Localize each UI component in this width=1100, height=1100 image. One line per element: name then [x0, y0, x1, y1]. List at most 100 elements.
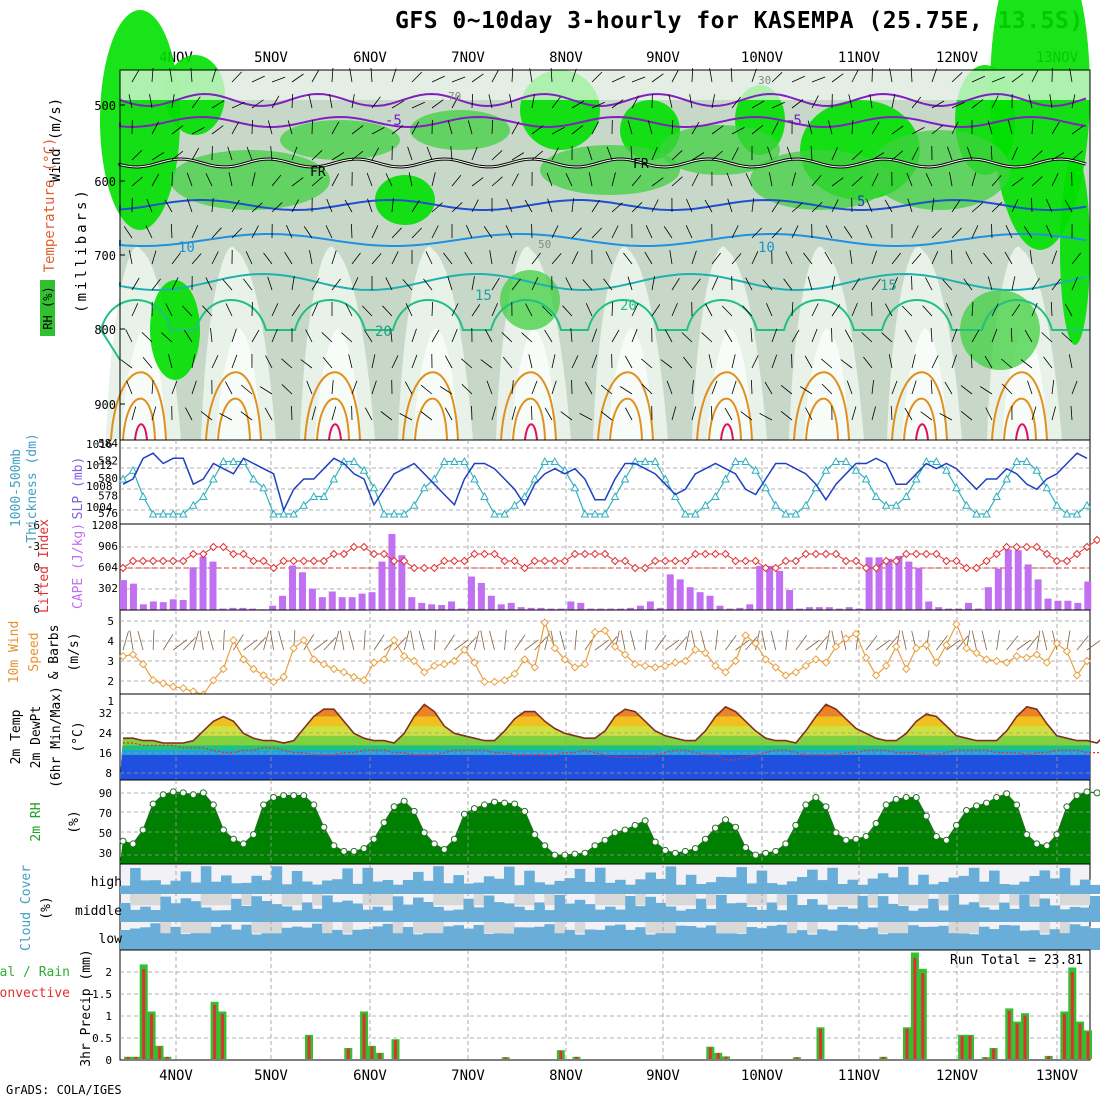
wind-barb [131, 303, 139, 317]
lifted-index-point [912, 549, 921, 559]
cape-bar [865, 557, 873, 610]
wind-barb-10m [620, 630, 626, 651]
wind-barb [786, 146, 793, 161]
thickness-point [349, 456, 359, 465]
wind-barb [751, 251, 759, 265]
wind-speed-point [972, 648, 981, 658]
wind-speed-point [389, 635, 399, 645]
rh-point [521, 807, 529, 815]
wind-barb [431, 202, 443, 213]
wind-barb-10m [129, 630, 134, 651]
rh-point [209, 801, 217, 809]
day-axis-top: 4NOV5NOV6NOV7NOV8NOV9NOV10NOV11NOV12NOV1… [159, 50, 1078, 66]
wind-barb-10m [410, 630, 415, 651]
wind-barb [587, 146, 593, 161]
wind-barb [251, 225, 259, 239]
rh-point [541, 842, 549, 850]
cloud-gap [645, 922, 656, 934]
cloud-block [402, 904, 414, 922]
wind-barb [1005, 225, 1013, 239]
thickness-point [851, 465, 861, 474]
thickness-point [118, 474, 128, 483]
wind-barb [922, 305, 933, 317]
precip-convective-bar [134, 1056, 138, 1059]
wind-panel-frame [119, 609, 1091, 695]
cloud-block [736, 867, 747, 894]
cloud-block [493, 902, 505, 922]
wind-barb-10m [137, 630, 144, 651]
wind-barb [308, 94, 313, 109]
wind-barb [771, 121, 779, 135]
rh-point [360, 845, 368, 853]
wind-barb-10m [243, 639, 258, 651]
cloud-gap [291, 894, 303, 906]
wind-barb [151, 379, 154, 395]
wind-barb [348, 354, 353, 369]
wind-barb [764, 381, 773, 395]
wind-barb [807, 120, 813, 135]
rh-point [430, 840, 438, 848]
rh-point [370, 835, 378, 843]
wind-barb [560, 411, 573, 421]
wind-barb [951, 101, 965, 109]
contour-30 [1003, 397, 1037, 441]
wind-barb [871, 278, 881, 291]
rh-fill-areas [100, 0, 1090, 440]
wind-barb [184, 329, 193, 343]
wind-speed-point [1012, 651, 1021, 661]
wind-speed-point [138, 659, 148, 669]
cloud-block [928, 884, 939, 894]
cloud-block [776, 910, 788, 922]
cape-bar [159, 602, 167, 610]
wind-barb [863, 356, 873, 369]
wind-barb [1031, 302, 1038, 317]
rh-point [973, 802, 981, 810]
wind-barb [751, 100, 765, 109]
cloud-block [1090, 928, 1100, 950]
wind-barb [630, 145, 633, 161]
thickness-point [701, 500, 710, 509]
contour-35 [915, 423, 929, 441]
wind-speed-point [480, 677, 489, 687]
wind-barb [641, 358, 653, 369]
cloud-block [655, 902, 667, 922]
cloud-block [645, 896, 656, 922]
wind-barb [165, 303, 173, 317]
wind-speed-point [118, 651, 128, 661]
wind-barb [191, 225, 199, 239]
cloud-block [524, 870, 535, 894]
cloud-gap [483, 922, 495, 934]
cloud-gap [251, 922, 262, 934]
wind-barb [1051, 406, 1056, 421]
lifted-index-point [289, 556, 298, 566]
wind-barb-10m [665, 639, 680, 651]
wind-barb [391, 100, 405, 109]
cloud-gap [493, 922, 505, 934]
cloud-block [312, 884, 323, 894]
day-label-bottom: 5NOV [254, 1068, 288, 1084]
wind-barb-10m [269, 630, 275, 651]
wind-barb [225, 381, 233, 395]
wind-barb [768, 172, 773, 187]
cloud-block [786, 931, 798, 950]
cloud-block [605, 925, 616, 950]
rh-point [591, 842, 599, 850]
cloud-block [574, 899, 586, 922]
wind-speed-point [851, 629, 861, 639]
cloud-block [726, 877, 737, 894]
cloud-block [675, 925, 687, 950]
wind-speed-point [902, 664, 911, 674]
wind-barb [371, 127, 385, 135]
thickness-point [530, 474, 540, 483]
wind-barb [1031, 69, 1039, 83]
wind-barb-10m [725, 634, 737, 651]
cloud-block [1039, 934, 1051, 950]
thickness-point [680, 509, 690, 518]
wind-barb-10m [1026, 635, 1039, 651]
ylabel-wind10-b: Speed [27, 632, 42, 671]
cloud-block [1069, 906, 1081, 922]
wind-barb [486, 380, 493, 395]
lifted-index-point [721, 549, 730, 559]
lifted-index-point [580, 549, 590, 559]
wind-barb [331, 152, 345, 161]
